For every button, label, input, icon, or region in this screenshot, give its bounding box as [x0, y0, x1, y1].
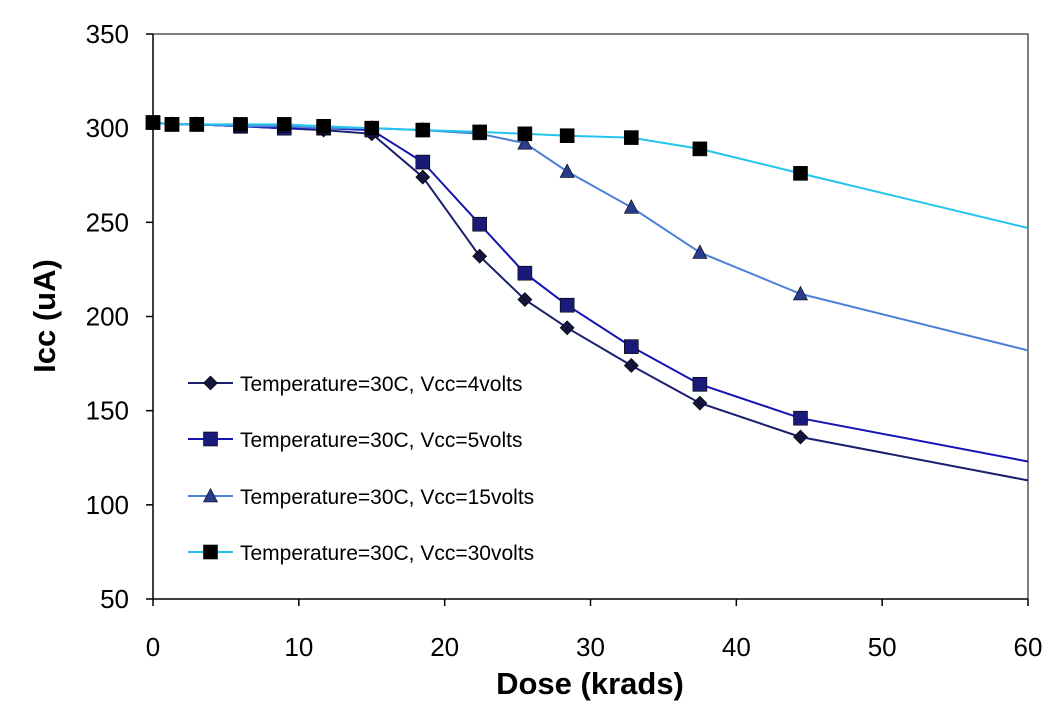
legend-marker	[203, 487, 218, 503]
data-point-s4	[233, 117, 248, 132]
data-point-s1	[517, 292, 533, 307]
data-point-s4	[276, 117, 292, 132]
data-point-s3	[517, 135, 533, 150]
data-point-s4	[472, 124, 487, 140]
data-point-s4	[316, 118, 331, 134]
y-tick-label: 100	[86, 490, 129, 520]
data-point-s1	[415, 169, 431, 185]
x-tick-label: 30	[576, 632, 605, 662]
data-point-s4	[692, 141, 708, 157]
data-point-s4	[364, 120, 380, 136]
data-point-s4	[793, 166, 808, 181]
data-point-s1	[692, 395, 708, 411]
data-point-s2	[793, 410, 808, 426]
data-point-s4	[559, 128, 575, 143]
data-point-s2	[692, 376, 708, 392]
data-point-s4	[517, 126, 533, 142]
y-tick-label: 50	[100, 584, 129, 614]
data-point-s3	[793, 285, 808, 301]
y-axis-title: Icc (uA)	[27, 259, 62, 373]
x-axis-title: Dose (krads)	[496, 666, 684, 701]
legend-marker	[203, 375, 218, 391]
data-point-s1	[559, 320, 575, 336]
x-tick-label: 20	[430, 632, 459, 662]
data-point-s4	[624, 130, 639, 145]
y-ticks: 50 100 150 200 250 300 350	[86, 19, 153, 614]
legend-label: Temperature=30C, Vcc=30volts	[240, 542, 534, 565]
data-point-s3	[559, 163, 575, 178]
data-point-s3	[623, 199, 639, 214]
data-point-s4	[189, 117, 205, 132]
legend-marker	[203, 431, 218, 447]
x-ticks: 0 10 20 30 40 50 60	[146, 599, 1043, 662]
data-point-s4	[415, 122, 431, 138]
legend-marker	[203, 544, 218, 560]
x-tick-label: 40	[722, 632, 751, 662]
y-tick-label: 200	[86, 302, 129, 332]
x-tick-label: 60	[1014, 632, 1043, 662]
y-tick-label: 300	[86, 113, 129, 143]
data-point-s2	[415, 154, 431, 170]
data-point-s2	[472, 216, 487, 232]
data-point-s2	[559, 297, 575, 313]
x-tick-label: 0	[146, 632, 160, 662]
x-tick-label: 50	[868, 632, 897, 662]
data-point-s2	[517, 265, 533, 281]
legend: Temperature=30C, Vcc=4volts Temperature=3…	[188, 373, 534, 565]
legend-label: Temperature=30C, Vcc=15volts	[240, 486, 534, 509]
data-point-s1	[623, 358, 639, 373]
y-tick-label: 350	[86, 19, 129, 49]
data-point-s3	[692, 244, 708, 259]
data-point-s1	[793, 429, 808, 445]
y-tick-label: 250	[86, 207, 129, 237]
series-markers	[145, 114, 808, 445]
data-point-s1	[472, 248, 488, 264]
legend-label: Temperature=30C, Vcc=5volts	[240, 429, 522, 452]
data-point-s2	[624, 339, 639, 354]
legend-label: Temperature=30C, Vcc=4volts	[240, 373, 522, 396]
data-point-s4	[164, 117, 180, 132]
y-tick-label: 150	[86, 396, 129, 426]
x-tick-label: 10	[284, 632, 313, 662]
